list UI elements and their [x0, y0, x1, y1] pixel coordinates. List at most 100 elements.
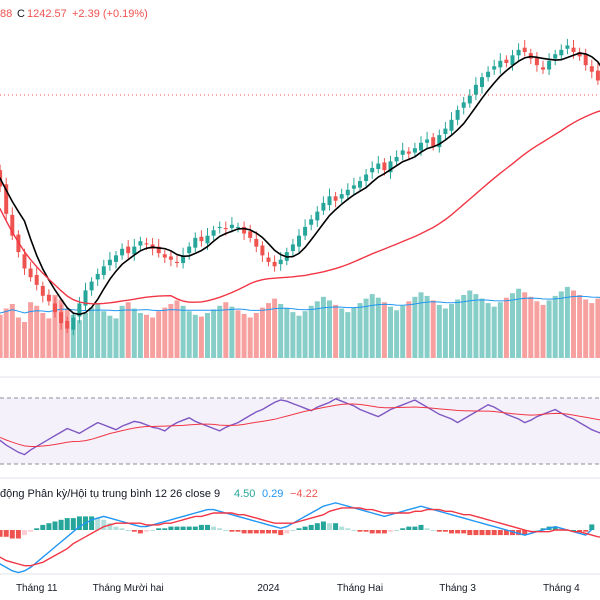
candle-body — [382, 162, 387, 171]
macd-hist-bar — [394, 530, 400, 531]
volume-bar — [205, 313, 210, 358]
macd-hist-bar — [52, 521, 58, 530]
volume-bar — [461, 295, 467, 358]
macd-legend-hist: 4.50 — [234, 488, 255, 500]
candle-body — [333, 196, 338, 201]
volume-bar — [34, 305, 40, 358]
macd-hist-bar — [406, 526, 412, 530]
macd-hist-bar — [351, 530, 357, 531]
macd-hist-bar — [198, 524, 204, 530]
macd-hist-bar — [522, 530, 528, 536]
macd-hist-bar — [217, 528, 223, 530]
volume-bar — [113, 318, 119, 358]
volume-bar — [406, 301, 412, 358]
macd-hist-bar — [284, 530, 290, 534]
macd-hist-bar — [369, 530, 375, 534]
macd-hist-bar — [296, 528, 302, 530]
volume-bar — [314, 301, 320, 358]
volume-bar — [571, 290, 576, 358]
candle-body — [492, 66, 497, 70]
volume-bar — [412, 296, 418, 358]
candle-body — [400, 150, 405, 155]
macd-hist-bar — [211, 526, 217, 530]
volume-bar — [394, 310, 400, 358]
candle-body — [297, 235, 301, 247]
x-axis-tick-label: 2024 — [257, 583, 280, 594]
candle-body — [309, 219, 314, 225]
volume-bar — [70, 314, 76, 358]
volume-bar — [144, 314, 149, 358]
rsi-band — [0, 398, 600, 464]
moving-averages — [0, 52, 600, 316]
volume-bar — [296, 315, 302, 358]
macd-hist-bar — [28, 530, 34, 532]
macd-hist-bar — [0, 530, 3, 537]
macd-hist-bar — [449, 530, 454, 534]
macd-hist-bar — [455, 530, 461, 534]
candle-body — [242, 226, 247, 234]
volume-bar — [211, 309, 217, 358]
volume-bar — [137, 313, 143, 358]
x-axis: Tháng 11 Tháng Mười hai 2024 Tháng Hai Tháng… — [16, 583, 580, 594]
volume-bar — [497, 302, 503, 358]
candle-body — [168, 256, 173, 260]
volume-bar — [284, 308, 290, 358]
candle-body — [425, 139, 430, 143]
macd-hist-bar — [320, 521, 326, 530]
volume-bar — [503, 297, 509, 358]
candle-body — [595, 70, 600, 81]
volume-bar — [235, 310, 241, 358]
macd-hist-bar — [558, 528, 564, 530]
candle-body — [388, 161, 393, 173]
volume-bar — [320, 296, 326, 358]
candle-body — [211, 230, 216, 236]
candle-body — [95, 273, 100, 280]
macd-hist-bar — [3, 530, 9, 537]
candle-body — [577, 52, 582, 57]
candle-body — [59, 312, 64, 324]
volume-bar — [424, 295, 430, 358]
macd-hist-bar — [375, 530, 381, 534]
candle-body — [486, 71, 491, 78]
candle-body — [138, 241, 143, 246]
macd-legend-macd: 0.29 — [262, 488, 283, 500]
volume-bar — [107, 315, 113, 358]
macd-hist-bar — [327, 523, 332, 530]
macd-hist-bar — [479, 530, 485, 536]
macd-hist-bar — [174, 526, 180, 530]
candle-body — [290, 244, 295, 251]
candle-body — [571, 47, 576, 53]
macd-hist-bar — [302, 526, 308, 530]
macd-hist-bar — [485, 530, 491, 536]
candle-body — [480, 77, 484, 88]
candle-body — [358, 181, 362, 188]
macd-hist-bar — [40, 524, 46, 530]
macd-series — [0, 502, 600, 574]
candle-body — [156, 246, 161, 254]
ohlc-tail: 88 — [0, 8, 12, 20]
volume-bar — [229, 306, 235, 358]
macd-hist-bar — [381, 530, 387, 534]
candle-body — [83, 290, 88, 306]
candle-body — [236, 226, 240, 228]
macd-hist-bar — [290, 530, 296, 531]
macd-hist-bar — [473, 530, 479, 536]
volume-bar — [516, 288, 522, 358]
macd-hist-bar — [241, 530, 247, 534]
volume-bar — [522, 292, 528, 358]
macd-hist-bar — [253, 530, 259, 534]
volume-bar — [479, 298, 485, 358]
candle-body — [10, 214, 15, 236]
candle-body — [132, 246, 137, 255]
volume-bar — [174, 300, 180, 358]
macd-hist-bar — [400, 528, 406, 530]
macd-hist-bar — [442, 530, 448, 532]
candle-body — [303, 226, 308, 236]
ohlc-close-value: 1242.57 — [27, 8, 67, 20]
candle-body — [321, 202, 326, 211]
volume-bar — [46, 318, 52, 358]
volume-bar — [534, 301, 540, 358]
macd-hist-bar — [510, 530, 515, 536]
x-axis-tick-label: Tháng Hai — [337, 583, 383, 594]
